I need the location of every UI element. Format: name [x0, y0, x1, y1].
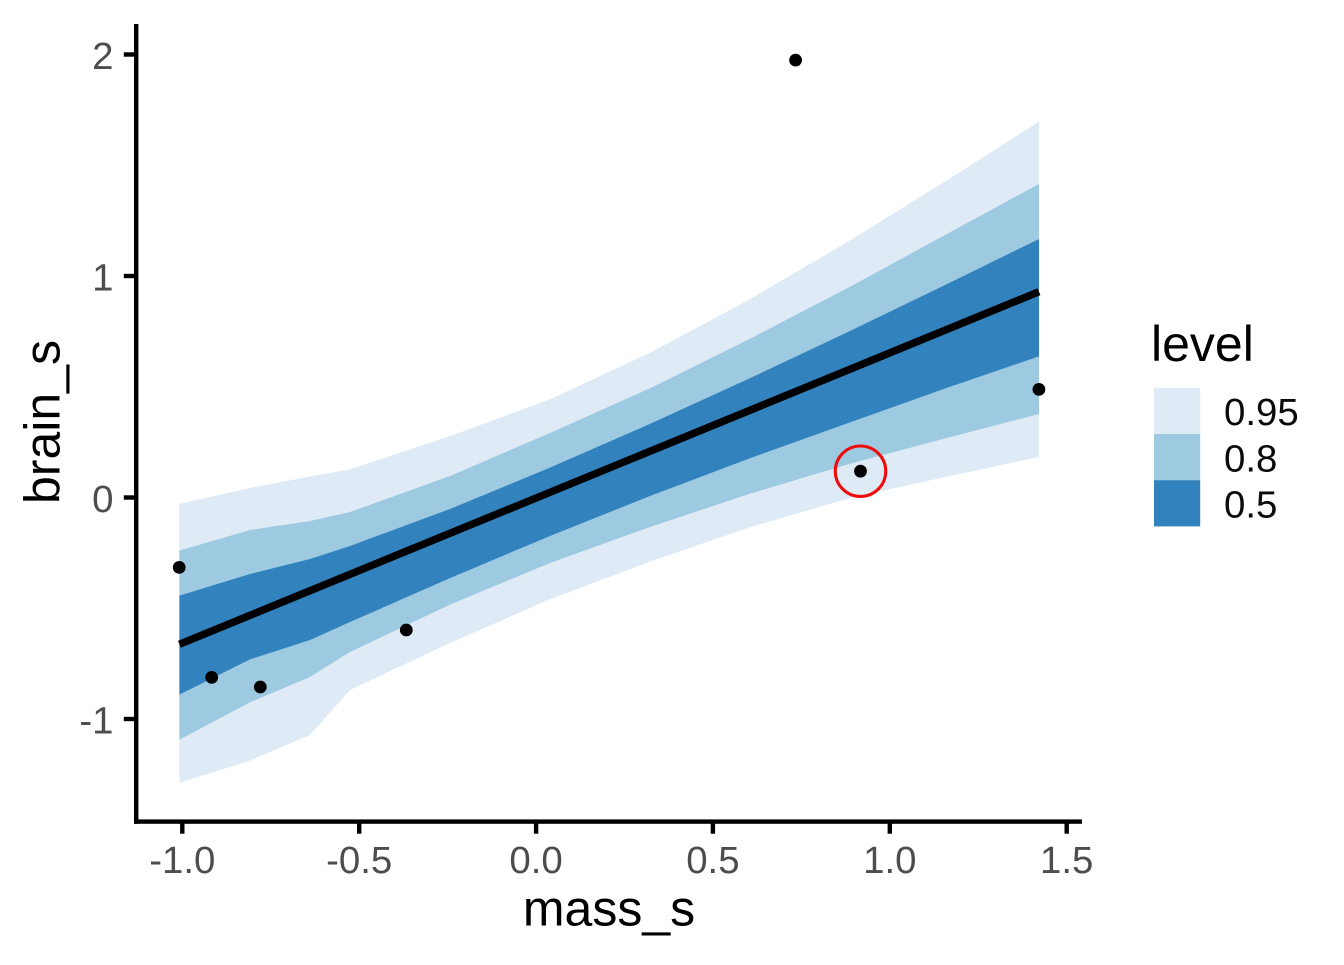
svg-text:0.5: 0.5 — [1224, 484, 1277, 527]
svg-text:1.0: 1.0 — [863, 839, 916, 882]
svg-text:0: 0 — [92, 478, 113, 521]
svg-text:0.95: 0.95 — [1224, 391, 1299, 434]
svg-text:brain_s: brain_s — [15, 340, 71, 504]
svg-text:0.8: 0.8 — [1224, 437, 1277, 480]
svg-text:-1: -1 — [79, 700, 113, 743]
svg-text:0.5: 0.5 — [686, 839, 739, 882]
svg-text:1: 1 — [92, 257, 113, 300]
svg-text:-1.0: -1.0 — [149, 839, 215, 882]
svg-text:mass_s: mass_s — [523, 881, 695, 937]
svg-text:level: level — [1151, 316, 1254, 372]
svg-text:2: 2 — [92, 35, 113, 78]
svg-text:1.5: 1.5 — [1040, 839, 1093, 882]
svg-text:-0.5: -0.5 — [326, 839, 392, 882]
svg-text:0.0: 0.0 — [509, 839, 562, 882]
